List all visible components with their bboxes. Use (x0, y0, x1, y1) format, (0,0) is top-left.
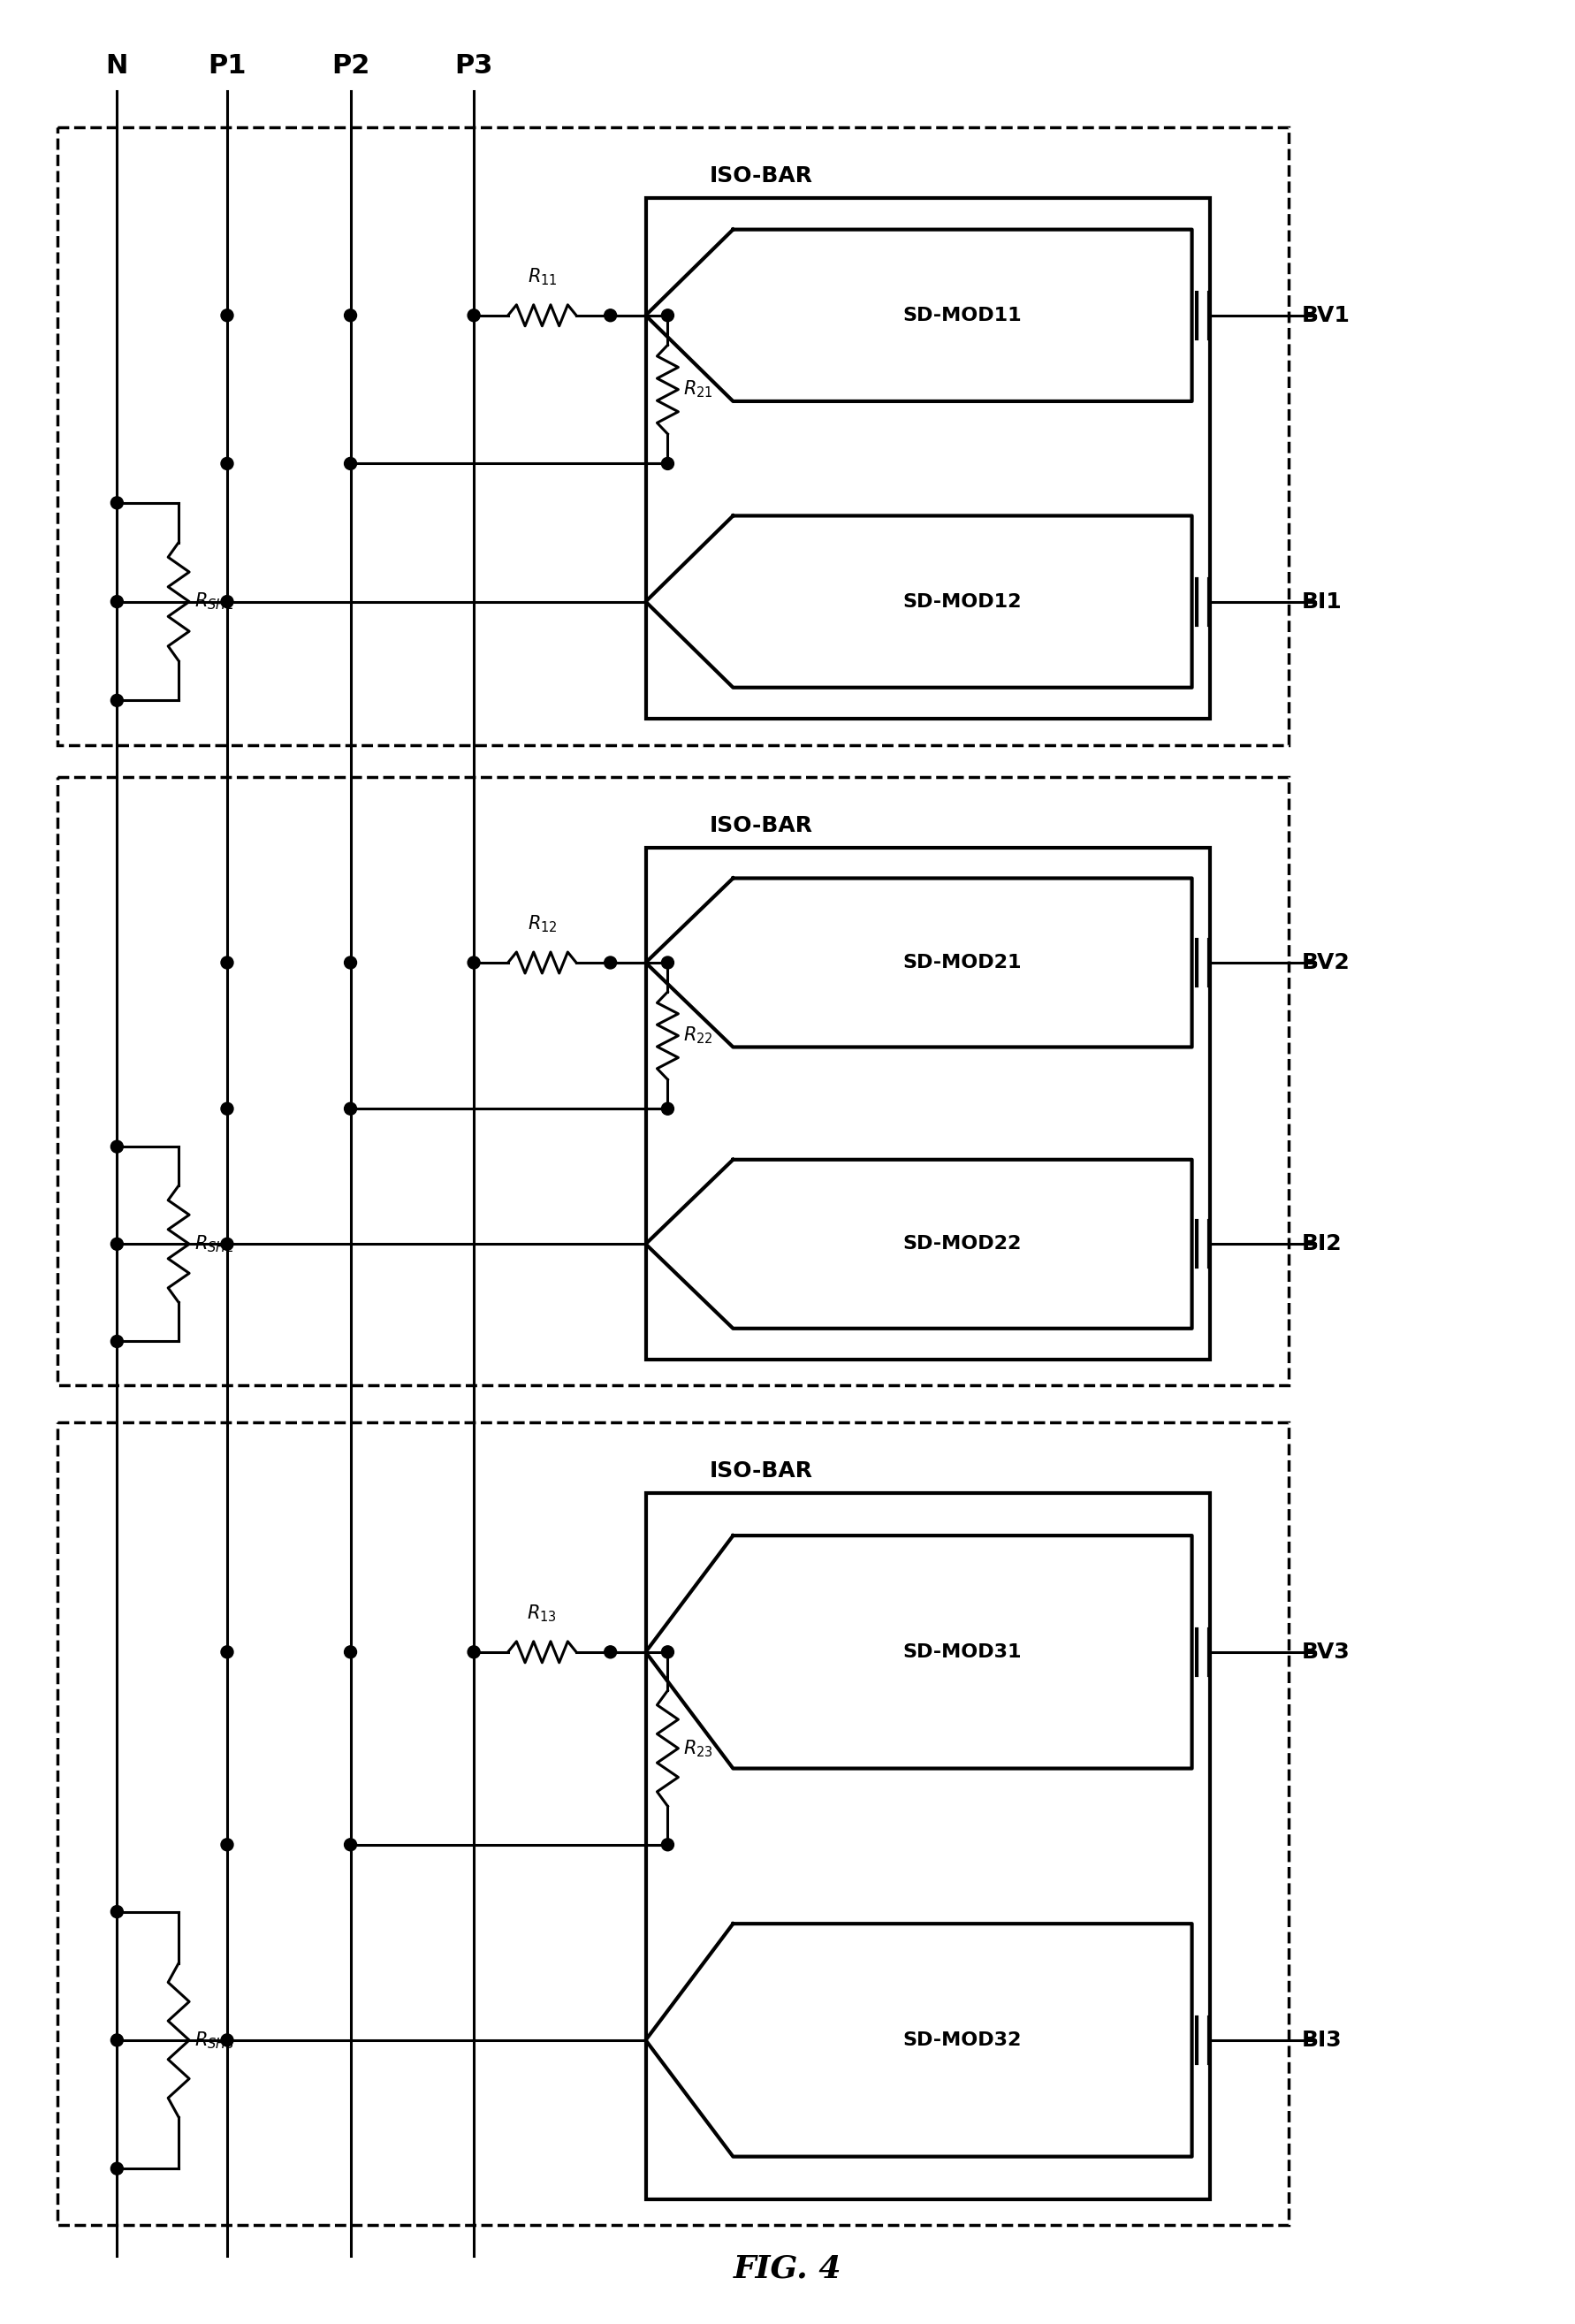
Circle shape (221, 2034, 233, 2047)
Circle shape (110, 1906, 123, 1917)
Bar (646, 848, 1210, 1360)
Text: BI1: BI1 (1303, 590, 1342, 611)
Text: $R_{11}$: $R_{11}$ (528, 267, 558, 288)
Circle shape (662, 309, 674, 321)
Circle shape (345, 1838, 356, 1850)
Text: ISO-BAR: ISO-BAR (709, 1459, 813, 1483)
Circle shape (110, 2034, 123, 2047)
Text: $R_{23}$: $R_{23}$ (684, 1738, 713, 1759)
Text: BV2: BV2 (1303, 953, 1350, 974)
Circle shape (605, 957, 616, 969)
Circle shape (605, 1645, 616, 1659)
Circle shape (110, 2161, 123, 2175)
Circle shape (662, 458, 674, 469)
Circle shape (221, 458, 233, 469)
Text: SD-MOD12: SD-MOD12 (902, 593, 1022, 611)
Circle shape (221, 309, 233, 321)
Circle shape (110, 695, 123, 706)
Text: SD-MOD31: SD-MOD31 (902, 1643, 1022, 1662)
Circle shape (110, 1141, 123, 1153)
Text: P3: P3 (455, 53, 493, 79)
Circle shape (110, 1336, 123, 1348)
Circle shape (662, 957, 674, 969)
Text: $R_{SH3}$: $R_{SH3}$ (195, 2029, 235, 2050)
Circle shape (110, 1239, 123, 1250)
Text: $R_{22}$: $R_{22}$ (684, 1025, 713, 1046)
Circle shape (605, 309, 616, 321)
Bar (57, 776, 1288, 1385)
Text: BI2: BI2 (1303, 1234, 1342, 1255)
Text: SD-MOD11: SD-MOD11 (902, 307, 1022, 325)
Text: BV3: BV3 (1303, 1641, 1350, 1662)
Bar (57, 128, 1288, 746)
Circle shape (468, 957, 480, 969)
Circle shape (662, 1645, 674, 1659)
Text: N: N (106, 53, 128, 79)
Text: ISO-BAR: ISO-BAR (709, 165, 813, 186)
Circle shape (221, 1645, 233, 1659)
Circle shape (221, 1239, 233, 1250)
Text: FIG. 4: FIG. 4 (734, 2254, 841, 2284)
Text: BI3: BI3 (1303, 2029, 1342, 2050)
Text: P2: P2 (331, 53, 370, 79)
Circle shape (468, 1645, 480, 1659)
Circle shape (221, 1838, 233, 1850)
Bar (646, 1494, 1210, 2199)
Text: $R_{SH2}$: $R_{SH2}$ (195, 1234, 235, 1255)
Circle shape (345, 957, 356, 969)
Text: SD-MOD21: SD-MOD21 (902, 953, 1022, 971)
Text: $R_{13}$: $R_{13}$ (528, 1604, 558, 1624)
Circle shape (662, 1102, 674, 1116)
Text: $R_{21}$: $R_{21}$ (684, 379, 713, 400)
Text: $R_{12}$: $R_{12}$ (528, 913, 558, 934)
Text: BV1: BV1 (1303, 304, 1350, 325)
Bar (646, 198, 1210, 718)
Text: P1: P1 (208, 53, 246, 79)
Circle shape (345, 1645, 356, 1659)
Text: $R_{SH1}$: $R_{SH1}$ (195, 590, 235, 611)
Circle shape (345, 1102, 356, 1116)
Text: SD-MOD22: SD-MOD22 (902, 1234, 1022, 1253)
Bar (57, 1422, 1288, 2226)
Circle shape (345, 458, 356, 469)
Text: SD-MOD32: SD-MOD32 (902, 2031, 1022, 2050)
Circle shape (221, 957, 233, 969)
Circle shape (221, 595, 233, 609)
Circle shape (110, 497, 123, 509)
Circle shape (345, 309, 356, 321)
Circle shape (221, 1102, 233, 1116)
Circle shape (110, 595, 123, 609)
Circle shape (468, 309, 480, 321)
Circle shape (662, 1838, 674, 1850)
Text: ISO-BAR: ISO-BAR (709, 816, 813, 837)
